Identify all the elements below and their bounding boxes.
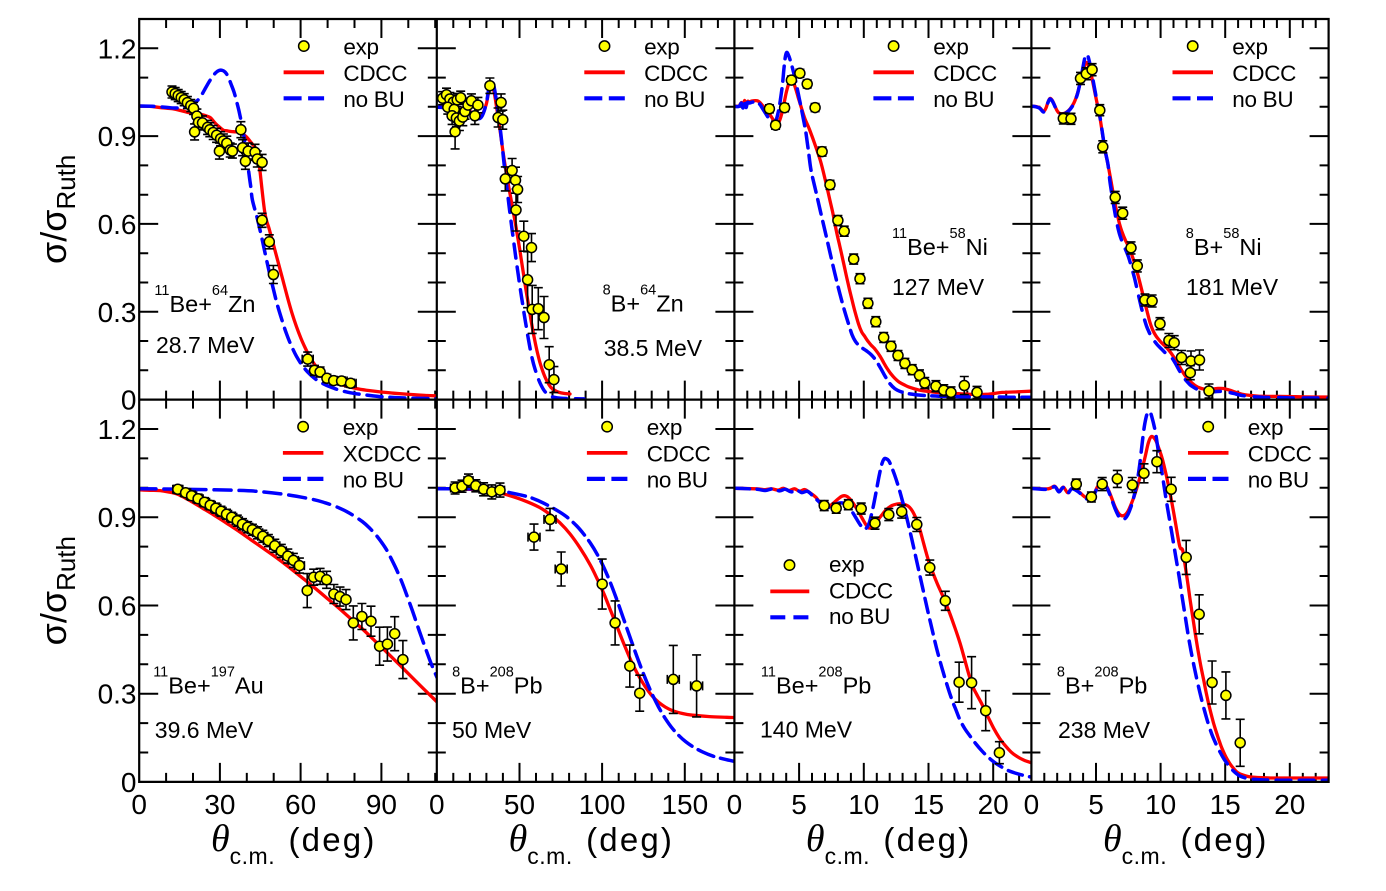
svg-text:1.2: 1.2 [98,414,137,445]
svg-text:15: 15 [913,789,944,820]
svg-text:39.6 MeV: 39.6 MeV [155,717,254,743]
svg-text:238 MeV: 238 MeV [1058,717,1151,743]
svg-text:no BU: no BU [343,87,404,112]
svg-text:no BU: no BU [343,467,404,492]
svg-text:10: 10 [1145,789,1176,820]
svg-text:11Be+208Pb: 11Be+208Pb [761,665,871,699]
svg-text:15: 15 [1210,789,1241,820]
svg-text:exp: exp [1232,34,1267,59]
svg-text:CDCC: CDCC [644,61,708,86]
svg-text:11Be+64Zn: 11Be+64Zn [154,283,255,317]
svg-text:5: 5 [791,789,807,820]
svg-text:90: 90 [366,789,397,820]
svg-text:exp: exp [647,415,682,440]
svg-text:0: 0 [121,767,137,798]
svg-text:20: 20 [1274,789,1305,820]
svg-text:8B+58Ni: 8B+58Ni [1186,226,1262,260]
svg-text:no BU: no BU [933,87,994,112]
svg-text:11Be+58Ni: 11Be+58Ni [892,226,988,260]
svg-text:exp: exp [933,34,968,59]
svg-text:exp: exp [343,415,378,440]
svg-text:38.5 MeV: 38.5 MeV [604,335,703,361]
svg-text:0.6: 0.6 [98,591,137,622]
svg-text:5: 5 [1088,789,1104,820]
svg-text:0.3: 0.3 [98,297,137,328]
svg-text:0.3: 0.3 [98,679,137,710]
svg-text:127 MeV: 127 MeV [892,274,985,300]
svg-text:0: 0 [131,789,147,820]
svg-text:CDCC: CDCC [343,61,407,86]
svg-text:exp: exp [343,34,378,59]
svg-text:30: 30 [204,789,235,820]
svg-text:CDCC: CDCC [1232,61,1296,86]
svg-text:0.6: 0.6 [98,209,137,240]
svg-text:8B+208Pb: 8B+208Pb [452,665,542,699]
svg-text:0.9: 0.9 [98,502,137,533]
svg-text:0: 0 [727,789,743,820]
svg-text:no BU: no BU [1248,467,1309,492]
svg-text:11Be+197Au: 11Be+197Au [153,665,263,699]
svg-text:no BU: no BU [644,87,705,112]
svg-text:140 MeV: 140 MeV [760,717,853,743]
svg-text:CDCC: CDCC [1248,441,1312,466]
svg-text:20: 20 [978,789,1009,820]
svg-text:10: 10 [848,789,879,820]
svg-text:150: 150 [661,789,708,820]
svg-text:0: 0 [429,789,445,820]
svg-text:no BU: no BU [647,467,708,492]
svg-text:100: 100 [579,789,626,820]
svg-text:exp: exp [644,34,679,59]
svg-text:0.9: 0.9 [98,121,137,152]
svg-text:XCDCC: XCDCC [343,441,422,466]
svg-text:8B+64Zn: 8B+64Zn [603,283,684,317]
svg-text:1.2: 1.2 [98,33,137,64]
svg-text:0: 0 [121,385,137,416]
svg-text:0: 0 [1024,789,1040,820]
svg-text:50: 50 [504,789,535,820]
svg-text:exp: exp [829,552,864,577]
svg-text:28.7 MeV: 28.7 MeV [156,332,255,358]
svg-text:CDCC: CDCC [647,441,711,466]
svg-text:no BU: no BU [829,604,890,629]
svg-text:no BU: no BU [1232,87,1293,112]
svg-text:CDCC: CDCC [829,579,893,604]
svg-text:CDCC: CDCC [933,61,997,86]
svg-text:60: 60 [285,789,316,820]
svg-text:8B+208Pb: 8B+208Pb [1057,665,1147,699]
svg-text:exp: exp [1248,415,1283,440]
svg-text:181 MeV: 181 MeV [1186,274,1279,300]
svg-text:50 MeV: 50 MeV [452,717,532,743]
